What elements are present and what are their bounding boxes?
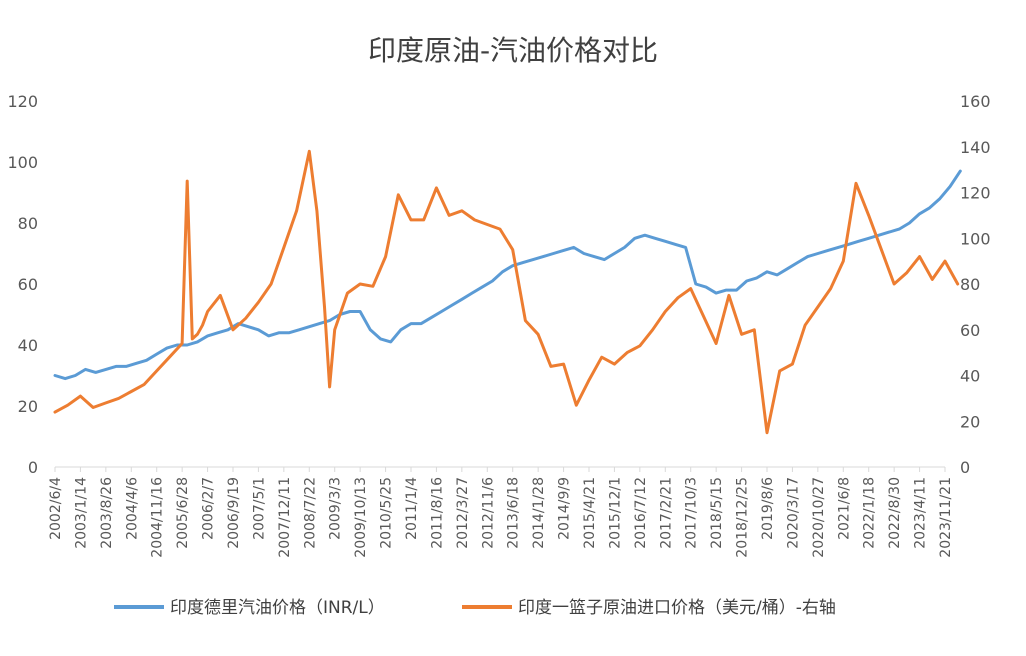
x-tick-label: 2006/9/19 [226,477,242,549]
chart-title: 印度原油-汽油价格对比 [368,34,658,67]
x-tick-label: 2023/11/21 [938,477,954,558]
series-line-crude-import-price [53,149,960,435]
x-tick-label: 2007/12/11 [277,477,293,558]
legend-label-gasoline: 印度德里汽油价格（INR/L） [170,598,385,618]
right-y-tick-label: 120 [960,184,991,203]
left-y-axis: 0 20 40 60 80 100 120 [7,92,38,477]
x-tick-label: 2017/10/3 [684,477,700,549]
x-tick-label: 2007/5/1 [251,477,267,540]
legend: 印度德里汽油价格（INR/L） 印度一篮子原油进口价格（美元/桶）-右轴 [114,598,836,618]
right-y-axis: 0 20 40 60 80 100 120 140 160 [960,92,991,477]
x-tick-label: 2006/2/7 [201,477,217,540]
x-tick-label: 2008/7/22 [302,477,318,549]
right-y-tick-label: 100 [960,229,991,248]
left-y-tick-label: 100 [7,153,38,172]
left-y-tick-label: 120 [7,92,38,111]
x-tick-label: 2014/1/28 [531,477,547,549]
x-tick-label: 2021/6/8 [836,477,852,540]
right-y-tick-label: 140 [960,138,991,157]
x-tick-label: 2017/2/21 [658,477,674,549]
x-tick-label: 2015/12/1 [607,477,623,549]
x-tick-label: 2003/1/14 [73,477,89,549]
x-tick-label: 2005/6/28 [175,477,191,549]
left-y-tick-label: 0 [28,458,38,477]
left-y-tick-label: 80 [18,214,38,233]
x-tick-label: 2016/7/12 [633,477,649,549]
left-y-tick-label: 40 [18,336,38,355]
x-tick-label: 2018/12/25 [735,477,751,558]
x-tick-label: 2012/11/6 [480,477,496,549]
right-y-tick-label: 0 [960,458,970,477]
x-tick-label: 2020/3/17 [785,477,801,549]
x-tick-label: 2004/11/16 [150,477,166,558]
right-y-tick-label: 20 [960,412,980,431]
x-tick-label: 2015/4/21 [582,477,598,549]
x-tick-label: 2014/9/9 [557,477,573,540]
x-tick-label: 2003/8/26 [99,477,115,549]
x-tick-label: 2010/5/25 [379,477,395,549]
x-tick-label: 2023/4/11 [913,477,929,549]
x-tick-label: 2009/10/13 [353,477,369,558]
x-tick-label: 2022/8/30 [887,477,903,549]
x-tick-label: 2009/3/3 [328,477,344,540]
left-y-tick-label: 20 [18,397,38,416]
x-tick-label: 2002/6/4 [48,477,64,540]
x-tick-label: 2013/6/18 [506,477,522,549]
legend-label-crude: 印度一篮子原油进口价格（美元/桶）-右轴 [518,598,836,618]
x-axis: 2002/6/4 2003/1/14 2003/8/26 2004/4/6 2004/1… [48,467,954,558]
right-y-tick-label: 40 [960,367,980,386]
left-y-tick-label: 60 [18,275,38,294]
x-tick-label: 2018/5/15 [709,477,725,549]
x-tick-label: 2011/1/4 [404,477,420,540]
x-tick-label: 2019/8/6 [760,477,776,540]
x-tick-label: 2022/1/18 [862,477,878,549]
x-tick-label: 2011/8/16 [429,477,445,549]
right-y-tick-label: 160 [960,92,991,111]
x-tick-label: 2012/3/27 [455,477,471,549]
right-y-tick-label: 60 [960,321,980,340]
right-y-tick-label: 80 [960,275,980,294]
x-tick-label: 2004/4/6 [124,477,140,540]
x-tick-label: 2020/10/27 [811,477,827,558]
series-layer [53,149,962,435]
series-line-gasoline-price [53,169,962,381]
